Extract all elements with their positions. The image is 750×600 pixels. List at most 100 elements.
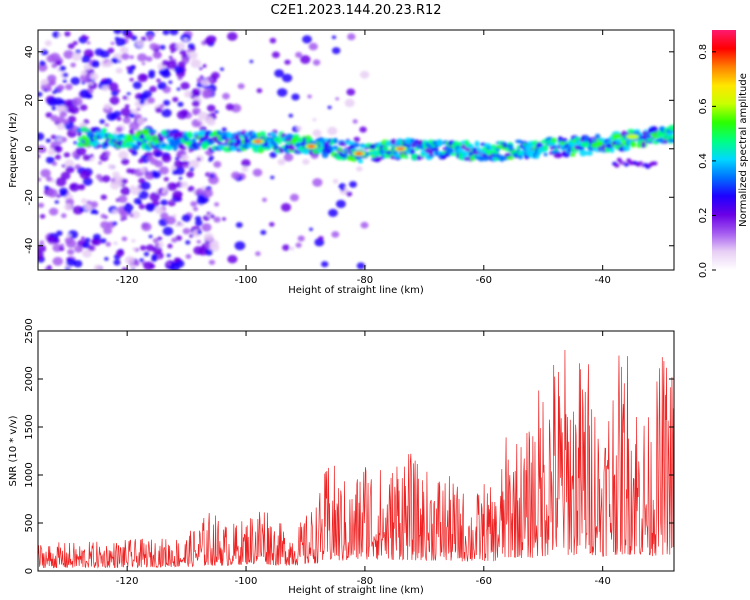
noise-cell [174,257,180,262]
noise-cell [137,73,148,83]
noise-cell [260,230,267,235]
noise-cell [149,192,161,202]
band-cell [258,144,263,151]
noise-cell [79,184,84,188]
noise-cell [83,204,93,211]
noise-cell [181,214,191,222]
x-tick-label: -120 [116,576,139,587]
noise-cell [38,154,41,158]
noise-cell [74,245,83,253]
noise-cell [100,80,104,84]
noise-cell [167,262,171,266]
noise-cell [56,194,61,198]
noise-cell [129,65,136,71]
band-cell [506,156,515,160]
band-cell [449,152,459,156]
noise-cell [105,60,113,67]
band-cell [148,129,157,134]
noise-cell [129,213,134,218]
band-cell [180,146,187,150]
noise-cell [281,73,293,83]
noise-cell [179,49,187,56]
colorbar-gradient [712,30,736,270]
noise-cell [116,249,125,257]
noise-cell [213,161,222,168]
noise-cell [44,40,52,47]
band-cell [333,137,338,144]
band-cell [165,146,173,150]
noise-cell [104,78,113,85]
noise-cell [132,81,142,90]
noise-cell [108,82,119,92]
noise-cell [168,55,173,60]
noise-cell [321,261,329,268]
band-cell [646,138,653,142]
noise-cell [59,65,66,72]
band-cell [404,155,409,159]
noise-cell [318,236,324,241]
band-cell [321,151,329,159]
noise-cell [165,216,176,225]
noise-cell [206,211,211,215]
noise-cell [81,34,87,39]
noise-cell [191,100,200,107]
noise-cell [237,83,245,90]
band-cell [278,147,284,154]
band-cell [610,147,615,153]
noise-cell [188,159,200,169]
noise-cell [52,90,57,94]
noise-cell [82,249,92,258]
noise-cell [50,114,59,122]
band-cell [81,134,87,141]
noise-cell [129,55,134,59]
band-cell [337,147,342,152]
band-cell [543,152,548,157]
noise-cell [335,199,346,209]
noise-cell [93,264,102,270]
noise-cell [130,186,141,195]
noise-cell [197,230,202,235]
noise-cell [295,51,303,58]
noise-cell [277,158,286,166]
noise-cell [256,88,263,94]
band-cell [551,140,557,144]
x-tick-label: -120 [116,275,139,286]
band-cell [353,142,360,148]
spectrogram-frame [37,29,675,271]
band-cell [615,138,622,144]
noise-cell [190,59,202,69]
noise-cell [249,59,254,64]
noise-cell [203,233,214,242]
noise-cell [154,151,162,157]
noise-cell [161,108,172,118]
x-tick-label: -40 [595,576,611,587]
noise-cell [86,41,91,45]
noise-cell [195,219,203,227]
noise-cell [241,166,249,172]
noise-cell [120,186,131,196]
noise-cell [172,96,179,103]
noise-cell [174,223,179,227]
noise-cell [149,158,158,165]
noise-cell [199,75,204,79]
noise-cell [125,31,134,39]
noise-cell [38,202,45,208]
noise-cell [185,254,192,259]
band-cell [382,146,389,151]
noise-cell [187,51,198,60]
noise-cell [192,107,201,115]
noise-cell [162,226,174,236]
y-tick-label: -40 [24,238,35,254]
noise-cell [101,85,109,92]
noise-cell [175,259,185,268]
noise-cell [152,238,159,244]
noise-cell [312,178,323,187]
band-cell [117,133,125,137]
noise-cell [112,221,118,226]
noise-cell [126,92,131,96]
noise-cell [100,50,110,59]
band-cell [641,141,646,149]
noise-cell [136,107,141,111]
noise-cell [208,175,219,185]
noise-cell [141,222,152,232]
